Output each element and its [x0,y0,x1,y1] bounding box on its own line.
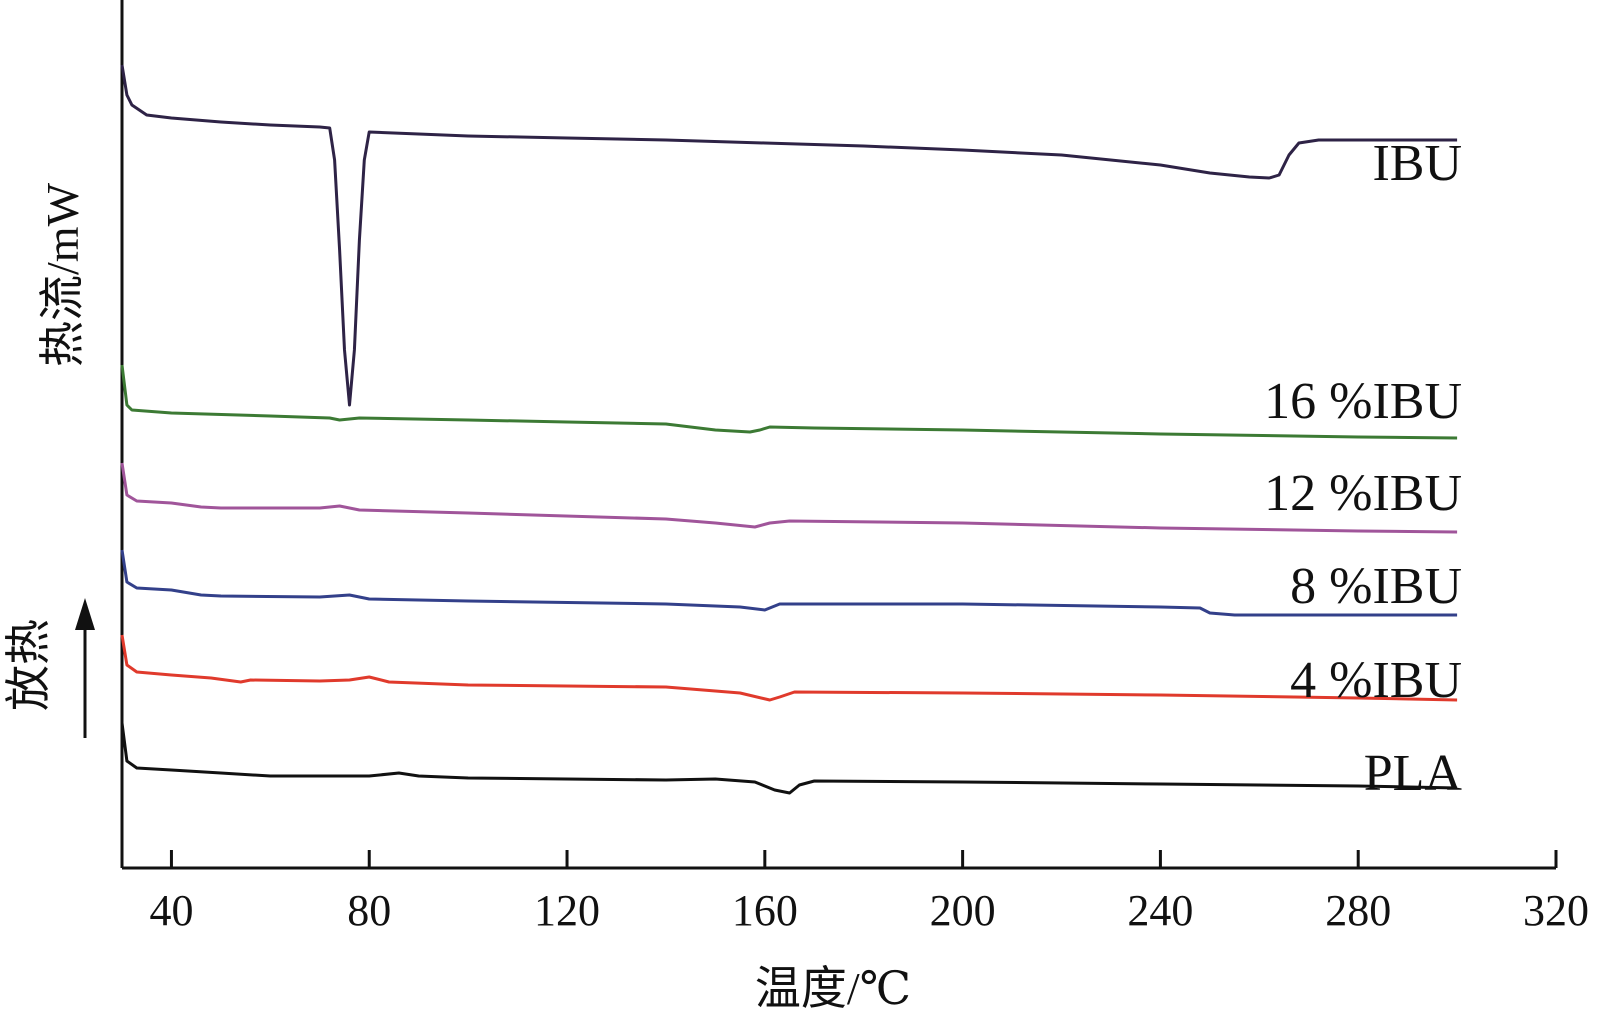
x-tick-label: 240 [1127,886,1193,935]
x-tick-label: 200 [930,886,996,935]
x-tick-label: 80 [347,886,391,935]
x-tick-label: 280 [1325,886,1391,935]
series-group [120,64,1458,795]
x-tick-label: 120 [534,886,600,935]
series-label: 16 %IBU [1264,373,1462,430]
series-label: 8 %IBU [1290,558,1462,615]
x-tick-label: 320 [1523,886,1589,935]
series-label: PLA [1364,745,1463,802]
series-label: 4 %IBU [1290,652,1462,709]
x-tick-label: 40 [149,886,193,935]
axes: 40 80 120 160 200 240 280 320 [120,0,1589,935]
series-label: IBU [1372,135,1462,192]
exotherm-label: 放热 [3,619,54,711]
series-line-12ibu [120,462,1458,534]
series-line-16ibu [120,364,1458,440]
series-line-8ibu [120,549,1458,617]
series-line-pla [120,722,1458,795]
x-axis-title: 温度/℃ [755,963,911,1014]
x-tick-label: 160 [732,886,798,935]
series-line-ibu [120,64,1458,407]
series-line-4ibu [120,634,1458,702]
series-label: 12 %IBU [1264,465,1462,522]
y-axis-title: 热流/mW [37,182,88,367]
series-labels: IBU 16 %IBU 12 %IBU 8 %IBU 4 %IBU PLA [1264,135,1462,802]
exotherm-arrow [75,598,95,738]
